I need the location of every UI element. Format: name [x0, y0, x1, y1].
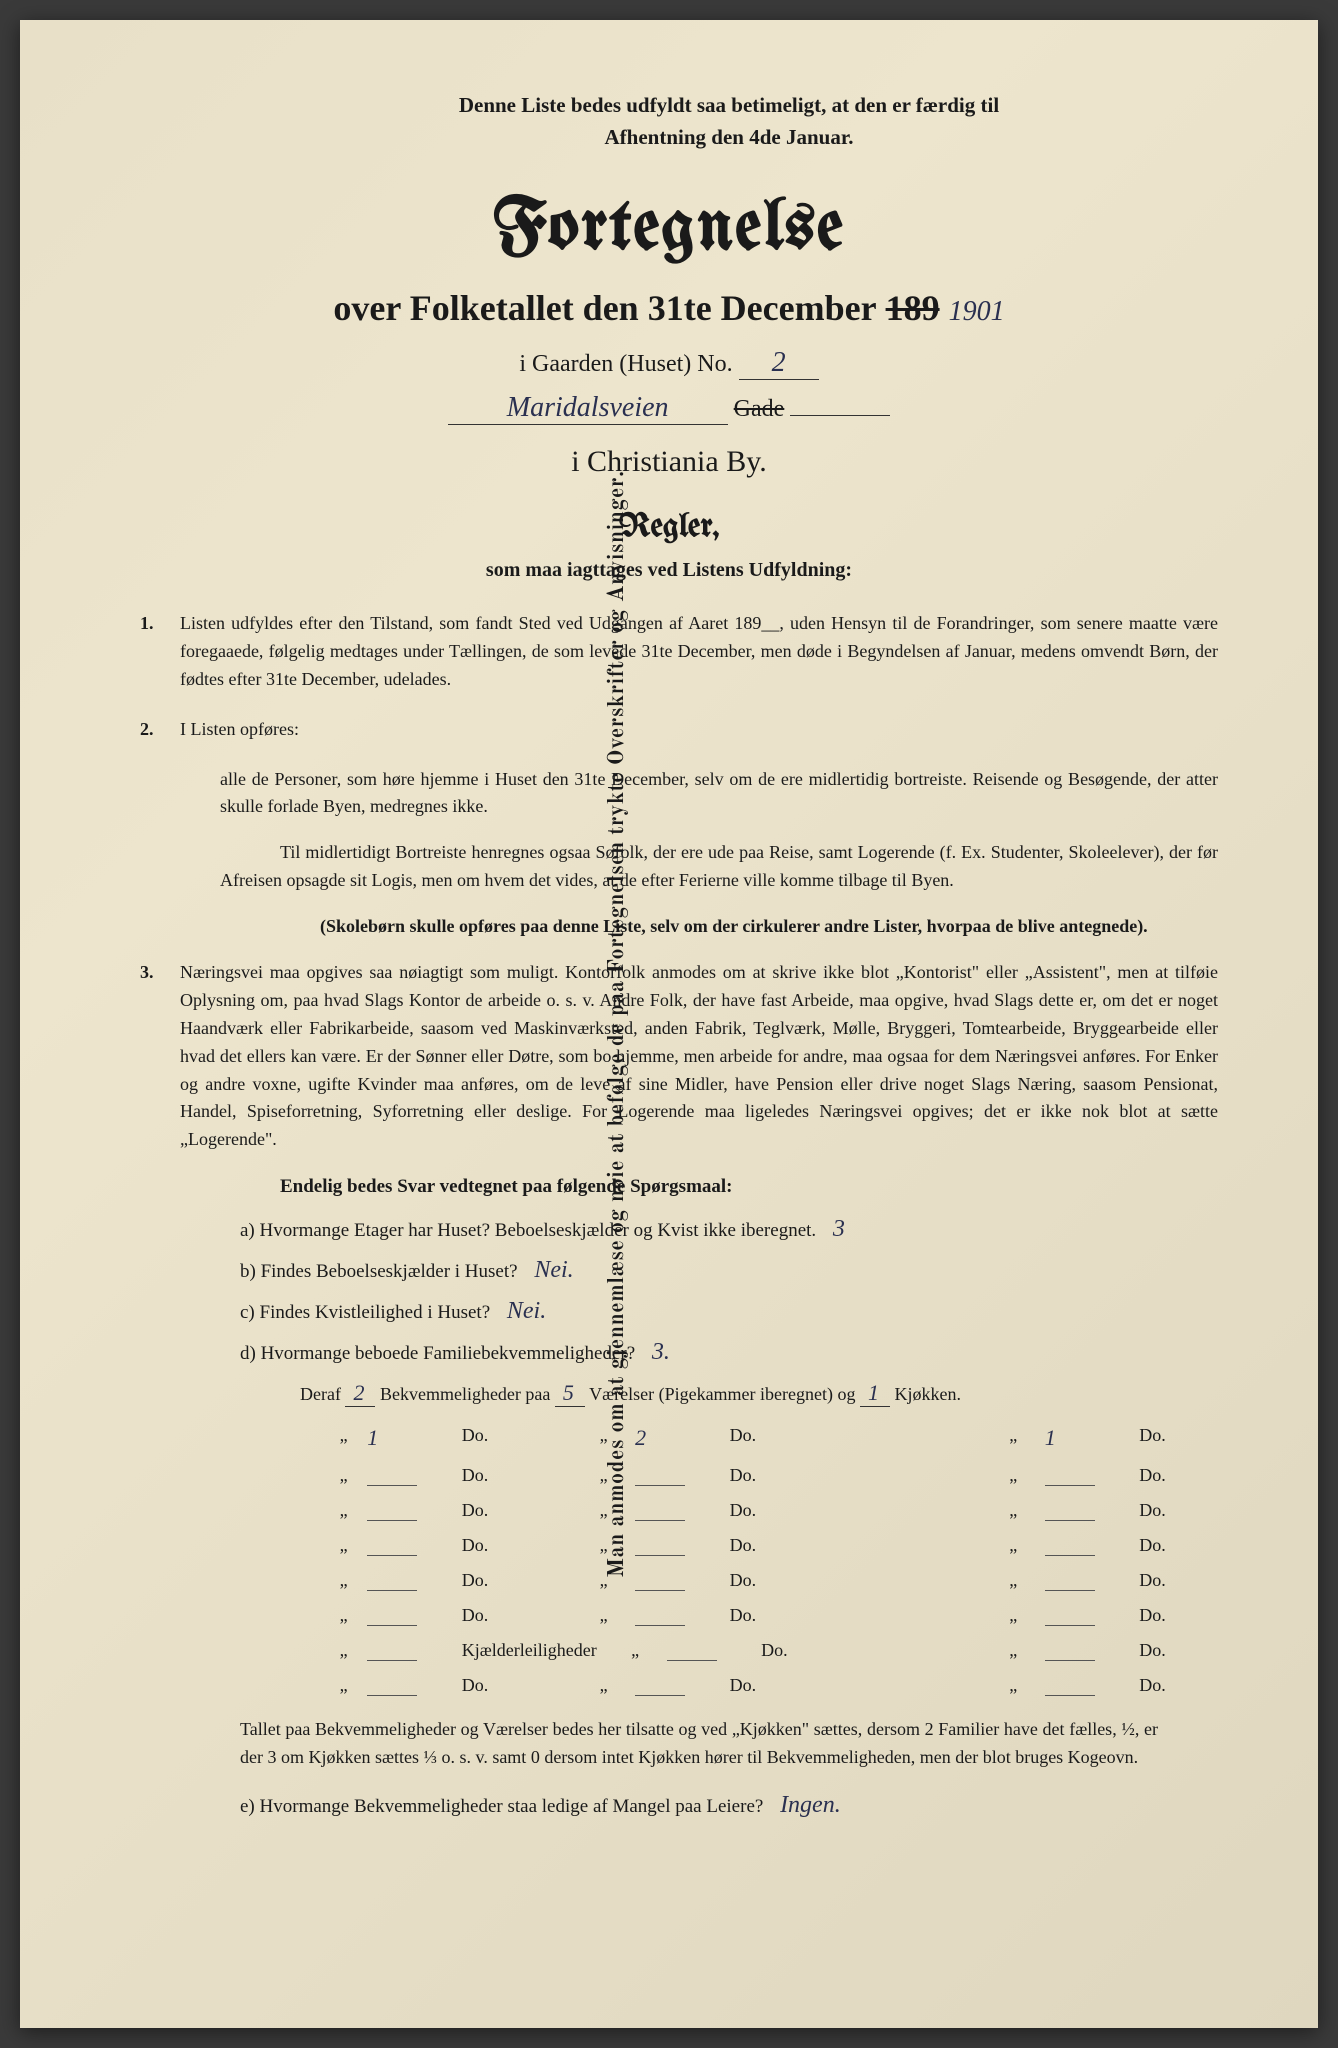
question-b-answer: Nei. [534, 1257, 573, 1283]
table-row: „ Do. „ Do. „ Do. [320, 1465, 1218, 1486]
row2-c5: Do. [730, 1500, 825, 1521]
table-row: „ Kjælderleiligheder „ Do. „ Do. [320, 1640, 1218, 1661]
row5-c2: Do. [462, 1605, 572, 1626]
rule-2-body: alle de Personer, som høre hjemme i Huse… [220, 766, 1218, 822]
rule-2-bold: (Skolebørn skulle opføres paa denne List… [260, 913, 1218, 941]
rule-1: 1.Listen udfyldes efter den Tilstand, so… [180, 610, 1218, 694]
row0-c7: 1 [1045, 1425, 1140, 1451]
rule-3: 3.Næringsvei maa opgives saa nøiagtigt s… [180, 959, 1218, 1154]
rule-3-num: 3. [140, 959, 180, 987]
subtitle: over Folketallet den 31te December 189 1… [120, 287, 1218, 329]
row4-c2: Do. [462, 1570, 572, 1591]
top-note-line1: Denne Liste bedes udfyldt saa betimeligt… [459, 93, 999, 117]
question-a-answer: 3 [833, 1216, 845, 1242]
row1-c2: Do. [462, 1465, 572, 1486]
question-d-answer: 3. [652, 1339, 670, 1365]
row7-c2: Do. [462, 1675, 572, 1696]
street-name: Maridalsveien [448, 392, 728, 425]
question-b: b) Findes Beboelseskjælder i Huset? Nei. [240, 1257, 1218, 1284]
question-b-text: Findes Beboelseskjælder i Huset? [261, 1261, 518, 1282]
row6-c2: Kjælderleiligheder [462, 1640, 604, 1661]
question-d: d) Hvormange beboede Familiebekvemmeligh… [240, 1339, 1218, 1366]
table-row: „1 Do. „2 Do. „1 Do. [320, 1425, 1218, 1451]
rule-2: 2.I Listen opføres: [180, 716, 1218, 744]
row3-c8: Do. [1139, 1535, 1218, 1556]
row3-c2: Do. [462, 1535, 572, 1556]
deraf-rooms: 5 [555, 1380, 585, 1407]
rule-1-text: Listen udfyldes efter den Tilstand, som … [180, 613, 1218, 689]
row2-c2: Do. [462, 1500, 572, 1521]
row0-c4: 2 [635, 1425, 730, 1451]
row3-c5: Do. [730, 1535, 825, 1556]
table-row: „ Do. „ Do. „ Do. [320, 1570, 1218, 1591]
question-c-text: Findes Kvistleilighed i Huset? [260, 1302, 491, 1323]
row0-c8: Do. [1139, 1425, 1218, 1451]
question-c-answer: Nei. [507, 1298, 546, 1324]
table-row: „ Do. „ Do. „ Do. [320, 1500, 1218, 1521]
rule-2-para2: Til midlertidigt Bortreiste henregnes og… [220, 839, 1218, 895]
house-number: 2 [739, 347, 819, 380]
gade-suffix: Gade [734, 396, 785, 422]
street-line: Maridalsveien Gade [120, 392, 1218, 425]
accommodation-table: „1 Do. „2 Do. „1 Do. „ Do. „ Do. „ Do. „… [120, 1425, 1218, 1696]
endelig-heading: Endelig bedes Svar vedtegnet paa følgend… [280, 1176, 1218, 1198]
row1-c5: Do. [730, 1465, 825, 1486]
table-row: „ Do. „ Do. „ Do. [320, 1535, 1218, 1556]
rule-1-num: 1. [140, 610, 180, 638]
question-e-text: Hvormange Bekvemmeligheder staa ledige a… [260, 1796, 764, 1817]
question-a-text: Hvormange Etager har Huset? Beboelseskjæ… [260, 1220, 817, 1241]
top-note-line2: Afhentning den 4de Januar. [605, 125, 854, 149]
row4-c8: Do. [1139, 1570, 1218, 1591]
rule-2-num: 2. [140, 716, 180, 744]
vertical-instruction: Man anmodes om at gjennemlæse og nøie at… [605, 470, 632, 1577]
year-printed: 189 [886, 288, 940, 328]
house-number-line: i Gaarden (Huset) No. 2 [120, 347, 1218, 380]
row0-c1: 1 [367, 1425, 462, 1451]
row5-c8: Do. [1139, 1605, 1218, 1626]
question-e-answer: Ingen. [780, 1792, 841, 1818]
gaarden-label: i Gaarden (Huset) No. [519, 351, 732, 377]
year-handwritten: 1901 [949, 296, 1005, 327]
question-d-text: Hvormange beboede Familiebekvemmelighede… [261, 1343, 636, 1364]
row6-c8: Do. [1139, 1640, 1218, 1661]
row4-c5: Do. [730, 1570, 825, 1591]
subtitle-prefix: over Folketallet den 31te December [333, 288, 876, 328]
deraf-label1: Bekvemmeligheder paa [380, 1384, 550, 1404]
row6-c5: Do. [761, 1640, 856, 1661]
row0-c2: Do. [462, 1425, 572, 1451]
table-row: „ Do. „ Do. „ Do. [320, 1675, 1218, 1696]
row7-c5: Do. [730, 1675, 825, 1696]
deraf-count: 2 [345, 1380, 375, 1407]
row5-c5: Do. [730, 1605, 825, 1626]
city-line: i Christiania By. [120, 445, 1218, 479]
row1-c8: Do. [1139, 1465, 1218, 1486]
rules-title: Regler, [120, 509, 1218, 545]
rule-3-text: Næringsvei maa opgives saa nøiagtigt som… [180, 962, 1218, 1149]
deraf-kitchens: 1 [860, 1380, 890, 1407]
row2-c8: Do. [1139, 1500, 1218, 1521]
rules-subtitle: som maa iagttages ved Listens Udfyldning… [120, 559, 1218, 582]
deraf-label3: Kjøkken. [895, 1384, 962, 1404]
footer-paragraph: Tallet paa Bekvemmeligheder og Værelser … [240, 1716, 1158, 1772]
deraf-line: Deraf 2 Bekvemmeligheder paa 5 Værelser … [300, 1380, 1218, 1407]
row0-c5: Do. [730, 1425, 825, 1451]
top-note: Denne Liste bedes udfyldt saa betimeligt… [240, 90, 1218, 153]
row7-c8: Do. [1139, 1675, 1218, 1696]
census-form-page: Man anmodes om at gjennemlæse og nøie at… [20, 20, 1318, 2028]
table-row: „ Do. „ Do. „ Do. [320, 1605, 1218, 1626]
question-a: a) Hvormange Etager har Huset? Beboelses… [240, 1216, 1218, 1243]
street-blank [790, 415, 890, 416]
question-e: e) Hvormange Bekvemmeligheder staa ledig… [240, 1792, 1218, 1819]
rule-2-intro: I Listen opføres: [180, 719, 299, 739]
question-c: c) Findes Kvistleilighed i Huset? Nei. [240, 1298, 1218, 1325]
main-title: Fortegnelse [120, 193, 1218, 267]
